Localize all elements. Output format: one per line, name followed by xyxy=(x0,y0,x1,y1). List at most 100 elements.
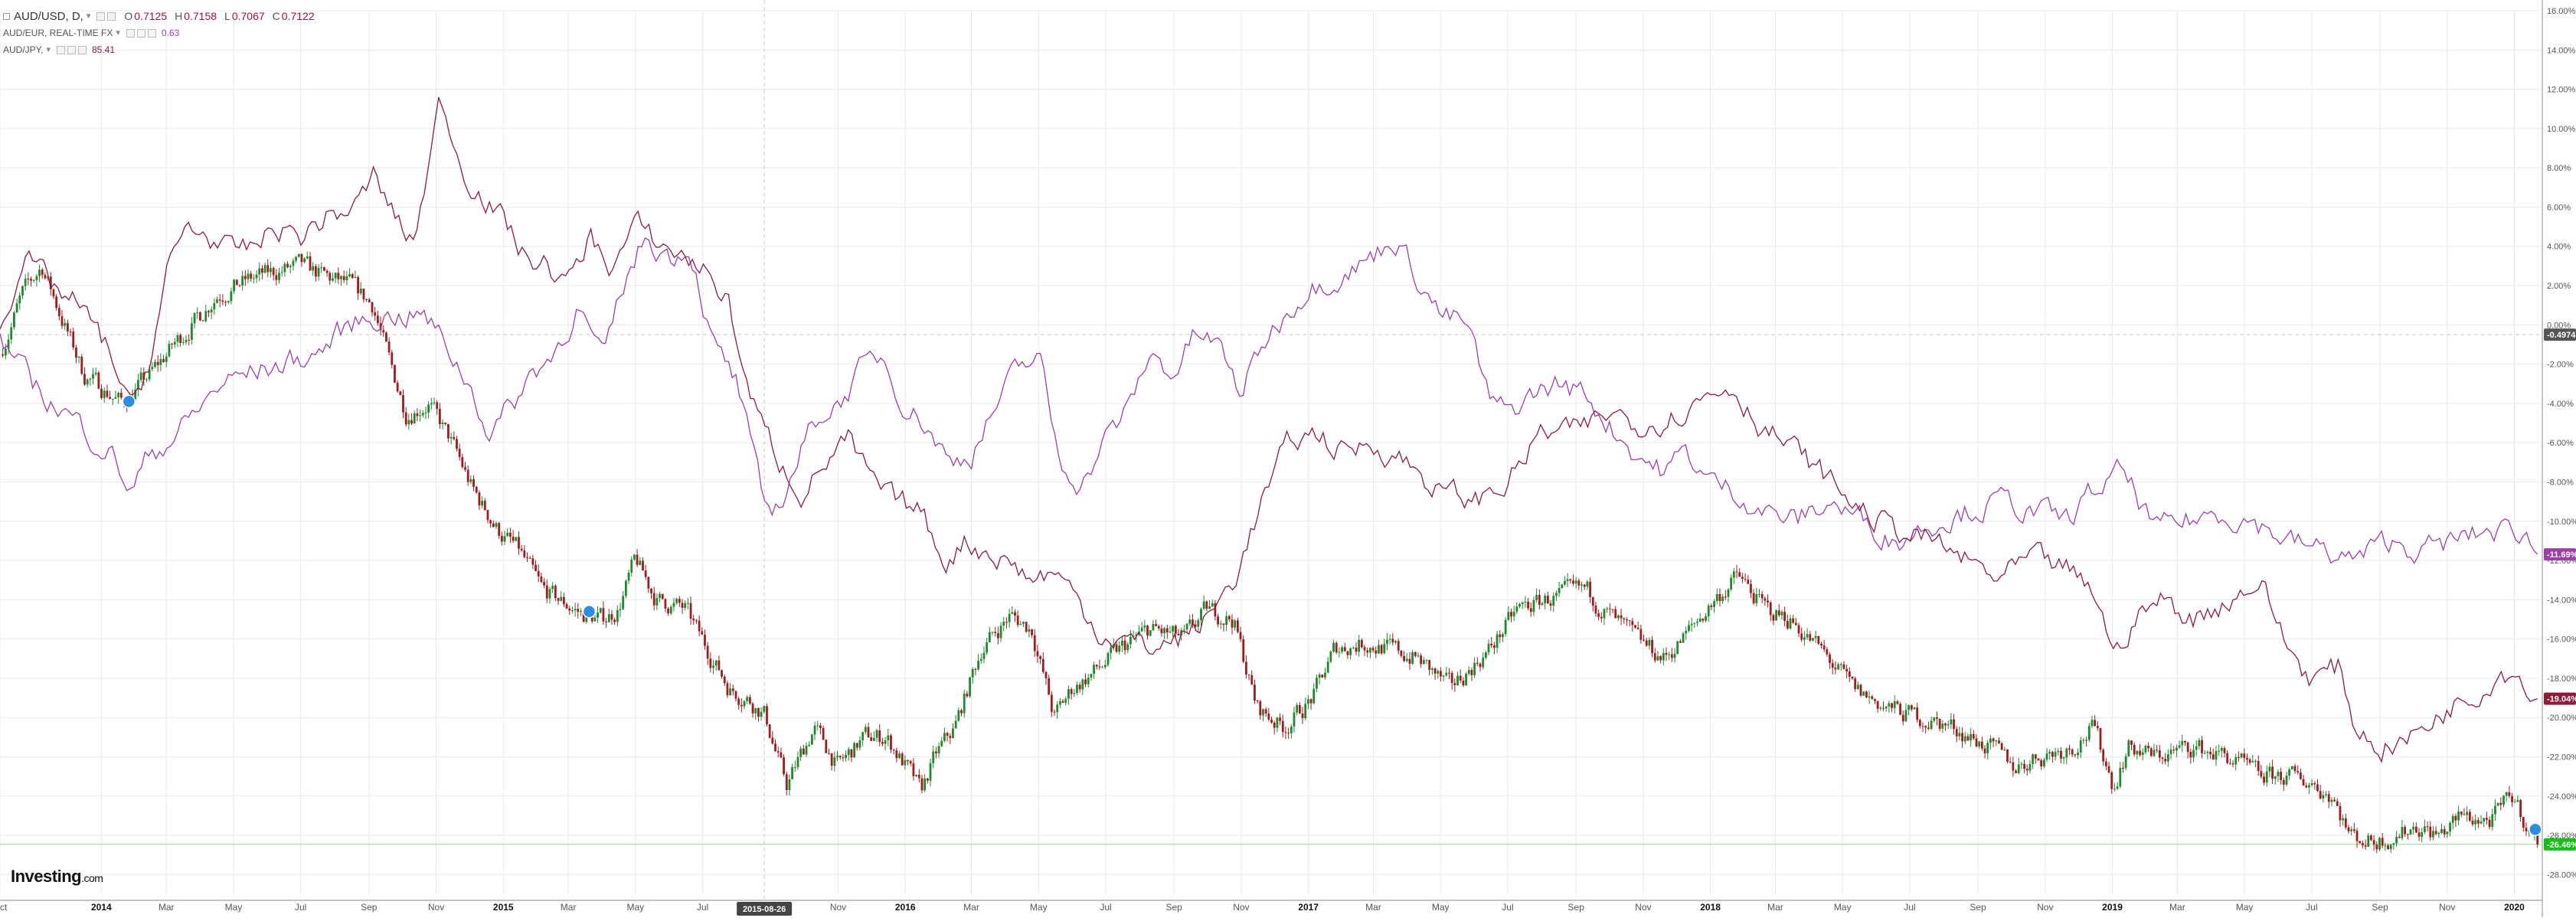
candle-body xyxy=(647,576,650,589)
candle-body xyxy=(449,436,453,439)
x-tick-label: 2016 xyxy=(895,902,916,913)
candle-body xyxy=(55,296,58,309)
candle-body xyxy=(825,740,828,753)
candle-body xyxy=(1152,624,1155,631)
candle-body xyxy=(286,263,289,268)
candle-body xyxy=(351,274,354,279)
candle-body xyxy=(1552,596,1555,606)
candle-body xyxy=(551,586,554,590)
candle-body xyxy=(1966,736,1970,741)
legend-open-value: 0.7125 xyxy=(134,10,168,22)
legend-low-label: L xyxy=(224,10,230,22)
candle-body xyxy=(534,564,537,571)
candle-body xyxy=(1721,596,1724,601)
candle-body xyxy=(270,268,272,273)
candle-body xyxy=(917,775,920,779)
candle-body xyxy=(109,397,111,399)
candle-body xyxy=(162,359,165,362)
candle-body xyxy=(847,749,850,755)
candle-body xyxy=(456,439,458,449)
candle-body xyxy=(1231,619,1234,628)
event-marker-icon[interactable] xyxy=(582,604,597,619)
candle-body xyxy=(1408,658,1411,664)
candle-body xyxy=(607,614,610,622)
legend-compare1-visibility-icon[interactable] xyxy=(126,28,135,38)
candle-body xyxy=(1363,647,1366,651)
candle-body xyxy=(1185,623,1188,630)
event-marker-icon[interactable] xyxy=(122,394,136,409)
candle-body xyxy=(1941,723,1944,729)
candle-body xyxy=(1744,578,1747,580)
legend-compare1-symbol[interactable]: AUD/EUR, REAL-TIME FX xyxy=(3,28,113,38)
candle-body xyxy=(10,327,13,340)
candle-body xyxy=(1874,699,1876,701)
candle-body xyxy=(357,277,359,294)
candle-body xyxy=(1950,719,1953,725)
candle-body xyxy=(83,374,86,385)
candle-body xyxy=(2023,763,2025,769)
legend-compare2-symbol[interactable]: AUD/JPY, xyxy=(3,44,44,55)
candle-body xyxy=(1058,701,1061,705)
candle-body xyxy=(1433,668,1437,674)
candle-body xyxy=(2017,764,2020,773)
event-marker-icon[interactable] xyxy=(2529,822,2542,837)
candle-body xyxy=(188,339,191,341)
candle-body xyxy=(208,311,210,313)
candle-body xyxy=(1279,717,1281,721)
candle-body xyxy=(64,322,67,326)
candle-body xyxy=(1772,615,1775,621)
candle-body xyxy=(768,724,771,738)
legend-compare2-close-icon[interactable] xyxy=(78,45,87,54)
candle-body xyxy=(481,501,484,506)
candle-body xyxy=(472,478,475,487)
candle-body xyxy=(622,596,625,609)
candle-body xyxy=(148,369,151,380)
candle-body xyxy=(111,398,114,400)
candle-body xyxy=(2130,740,2133,745)
legend-collapse-icon[interactable] xyxy=(3,12,10,20)
legend-close-icon[interactable] xyxy=(107,11,116,21)
candle-body xyxy=(2176,747,2178,751)
legend-compare1-settings-icon[interactable] xyxy=(136,28,145,38)
candle-body xyxy=(227,301,230,302)
candle-body xyxy=(117,393,120,397)
legend-main-caret-icon[interactable]: ▾ xyxy=(86,11,91,21)
legend-compare1-close-icon[interactable] xyxy=(147,28,156,38)
candle-body xyxy=(1414,652,1417,656)
candle-body xyxy=(1564,580,1566,585)
candle-body xyxy=(359,289,362,294)
candle-body xyxy=(2209,751,2212,755)
candle-body xyxy=(495,523,498,527)
candle-body xyxy=(168,344,171,357)
candle-body xyxy=(24,279,27,286)
candle-body xyxy=(1316,678,1318,689)
candle-body xyxy=(1022,622,1025,624)
legend-compare2-caret-icon[interactable]: ▾ xyxy=(46,44,51,54)
candle-body xyxy=(1197,620,1200,627)
candle-body xyxy=(309,256,312,271)
y-tick-label: 8.00% xyxy=(2547,164,2571,173)
candle-body xyxy=(1718,593,1721,601)
candle-body xyxy=(2327,794,2330,802)
candle-body xyxy=(21,286,24,296)
candle-body xyxy=(503,536,506,542)
legend-compare1-caret-icon[interactable]: ▾ xyxy=(116,28,120,38)
candle-body xyxy=(1535,595,1538,600)
candle-body xyxy=(2280,772,2283,780)
candle-body xyxy=(1440,671,1442,677)
legend-settings-icon[interactable] xyxy=(96,11,106,21)
candle-body xyxy=(2079,740,2082,753)
candle-body xyxy=(1893,701,1896,708)
legend-compare2-settings-icon[interactable] xyxy=(67,45,76,54)
candle-body xyxy=(394,364,396,383)
aud-usd-last-value-badge-bg xyxy=(2544,838,2576,851)
candle-body xyxy=(218,299,221,301)
legend-compare2-visibility-icon[interactable] xyxy=(57,45,65,54)
x-tick-label: May xyxy=(2236,902,2254,913)
candle-body xyxy=(1546,596,1549,604)
legend-main-symbol[interactable]: AUD/USD, D, xyxy=(14,9,83,23)
x-tick-label: Mar xyxy=(963,902,979,913)
candle-body xyxy=(543,582,546,586)
